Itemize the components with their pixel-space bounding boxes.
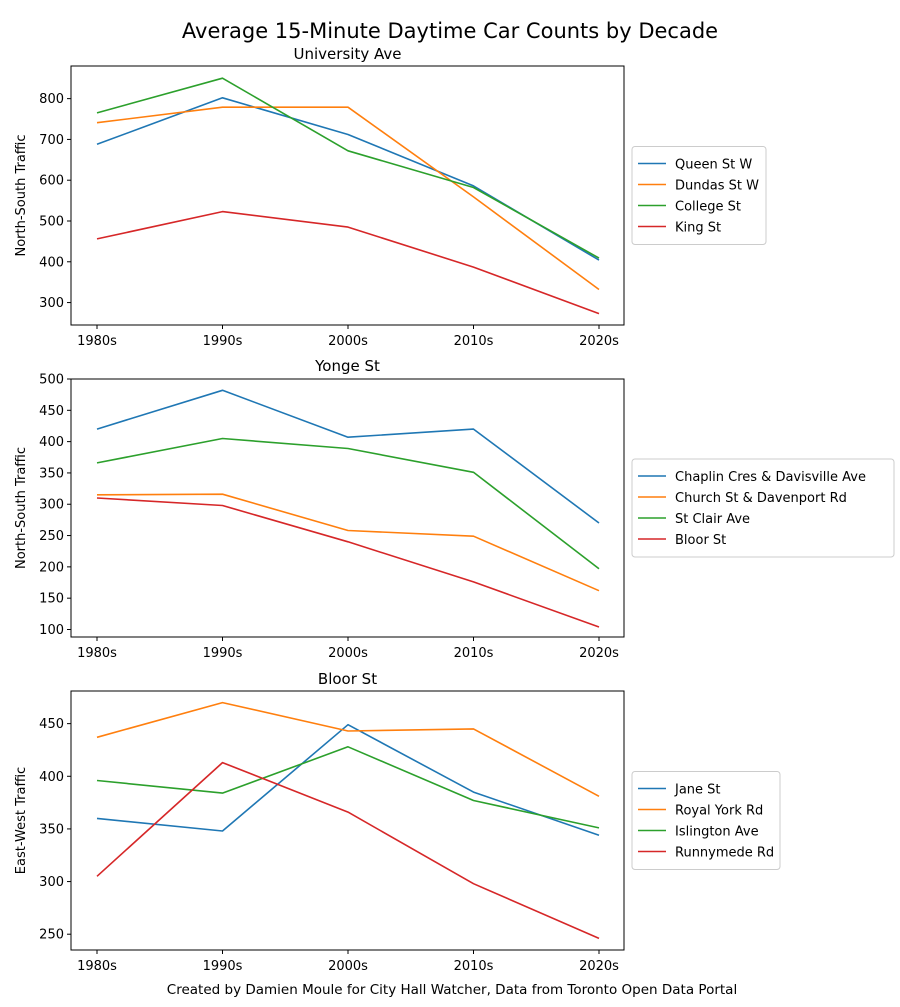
series-line-3 [96, 77, 600, 259]
legend-entry: Bloor St [675, 533, 726, 548]
legend: Chaplin Cres & Davisville Ave Church St &… [631, 458, 895, 558]
y-tick-label: 700 [39, 133, 64, 148]
figure-title: Average 15-Minute Daytime Car Counts by … [182, 19, 718, 43]
x-tick-label: 2020s [579, 646, 619, 661]
x-tick-label: 2010s [454, 334, 494, 349]
series-line-3 [96, 745, 600, 829]
panel-title: Yonge St [314, 357, 380, 375]
x-tick-label: 1990s [203, 646, 243, 661]
y-tick-label: 250 [39, 928, 64, 943]
series-line-1 [96, 97, 600, 261]
legend-entry: Royal York Rd [675, 804, 763, 819]
y-tick-label: 500 [39, 373, 64, 388]
y-tick-label: 450 [39, 404, 64, 419]
y-axis-label: North-South Traffic [14, 134, 29, 256]
y-tick-label: 300 [39, 498, 64, 513]
y-tick-label: 100 [39, 623, 64, 638]
x-tick-label: 2020s [579, 959, 619, 974]
series-line-4 [96, 210, 600, 315]
y-axis-label: North-South Traffic [14, 447, 29, 569]
legend-entry: Runnymede Rd [675, 846, 774, 861]
y-tick-label: 400 [39, 255, 64, 270]
chart-panel-3: Bloor St East-West Traffic 250 300 350 400 450… [14, 670, 781, 974]
x-tick-label: 1980s [77, 334, 117, 349]
y-tick-label: 250 [39, 529, 64, 544]
x-tick-label: 1980s [77, 959, 117, 974]
y-tick-label: 350 [39, 466, 64, 481]
x-tick-label: 2000s [328, 334, 368, 349]
legend: Queen St W Dundas St W College St King St [631, 146, 767, 245]
y-tick-label: 800 [39, 92, 64, 107]
x-tick-label: 1990s [203, 334, 243, 349]
legend-box [631, 771, 781, 870]
legend-entry: Church St & Davenport Rd [675, 491, 847, 506]
legend-entry: College St [675, 200, 741, 215]
x-tick-label: 2010s [454, 646, 494, 661]
series-line-4 [96, 497, 600, 628]
series-line-2 [96, 493, 600, 592]
legend-box [631, 146, 767, 245]
y-tick-label: 150 [39, 592, 64, 607]
x-tick-label: 2010s [454, 959, 494, 974]
figure-caption: Created by Damien Moule for City Hall Wa… [167, 982, 737, 998]
x-tick-label: 2020s [579, 334, 619, 349]
x-tick-label: 1980s [77, 646, 117, 661]
series-line-1 [96, 723, 600, 836]
y-tick-label: 400 [39, 770, 64, 785]
y-tick-label: 350 [39, 822, 64, 837]
y-tick-label: 400 [39, 435, 64, 450]
x-tick-label: 2000s [328, 646, 368, 661]
series-line-2 [96, 701, 600, 798]
series-line-2 [96, 106, 600, 291]
series-line-1 [96, 389, 600, 524]
panel-title: University Ave [294, 45, 402, 63]
x-tick-label: 1990s [203, 959, 243, 974]
y-axis-label: East-West Traffic [14, 767, 29, 874]
axes-frame [70, 378, 625, 638]
chart-panel-2: Yonge St North-South Traffic 100 150 200 250 3… [14, 357, 895, 661]
legend-entry: Jane St [674, 783, 721, 798]
y-tick-label: 450 [39, 717, 64, 732]
series-line-4 [96, 761, 600, 940]
legend-entry: St Clair Ave [675, 512, 750, 527]
legend: Jane St Royal York Rd Islington Ave Runnyme… [631, 771, 781, 870]
legend-box [631, 458, 895, 558]
y-tick-label: 600 [39, 174, 64, 189]
y-tick-label: 200 [39, 560, 64, 575]
axes-frame [70, 690, 625, 951]
x-tick-label: 2000s [328, 959, 368, 974]
legend-entry: Islington Ave [675, 825, 759, 840]
legend-entry: Dundas St W [675, 179, 759, 194]
y-tick-label: 500 [39, 214, 64, 229]
legend-entry: King St [675, 221, 721, 236]
y-tick-label: 300 [39, 296, 64, 311]
panel-title: Bloor St [318, 670, 377, 688]
chart-panel-1: University Ave North-South Traffic 300 400 5… [14, 45, 767, 349]
chart-panels: University Ave North-South Traffic 300 400 5… [14, 45, 895, 974]
axes-frame [70, 65, 625, 326]
y-tick-label: 300 [39, 875, 64, 890]
series-line-3 [96, 437, 600, 570]
legend-entry: Chaplin Cres & Davisville Ave [675, 470, 866, 485]
legend-entry: Queen St W [675, 158, 752, 173]
